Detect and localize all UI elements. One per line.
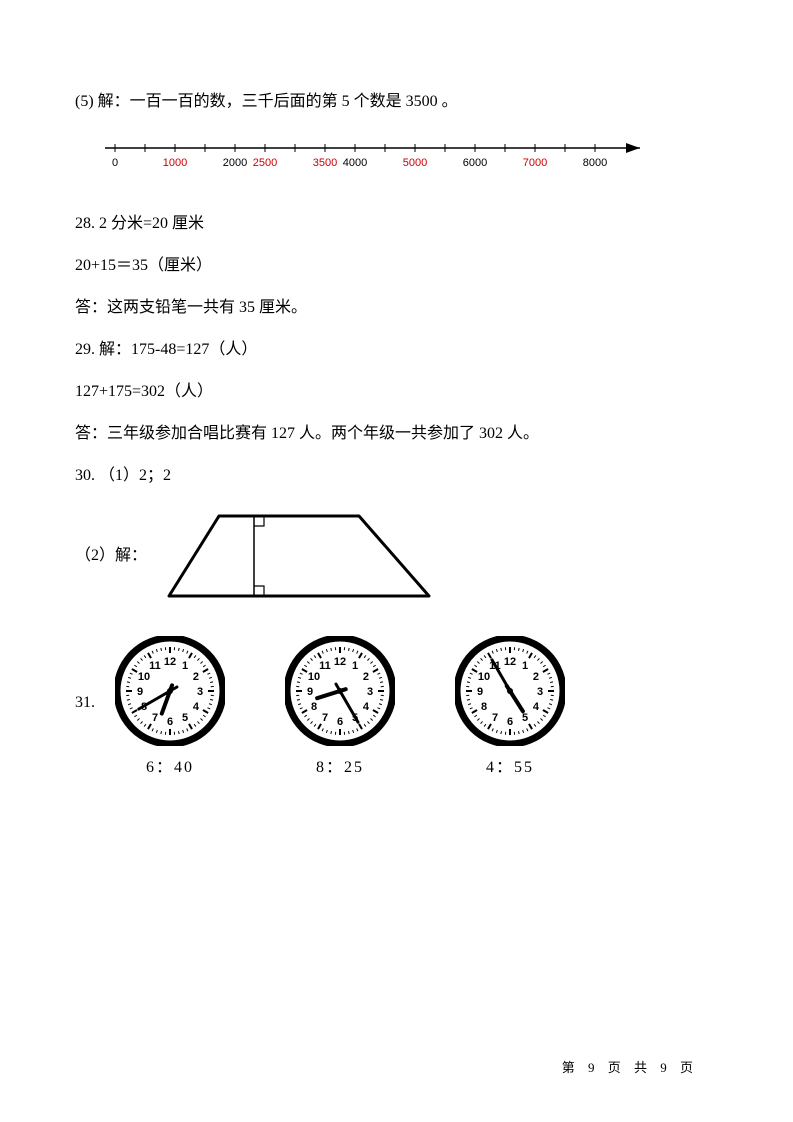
q5-text: (5) 解：一百一百的数，三千后面的第 5 个数是 3500 。 <box>75 90 718 114</box>
svg-text:7: 7 <box>492 712 498 724</box>
q29-line1: 29. 解：175-48=127（人） <box>75 338 718 362</box>
svg-text:7: 7 <box>152 712 158 724</box>
trapezoid-svg <box>159 506 439 606</box>
svg-text:4: 4 <box>193 701 200 713</box>
svg-text:1000: 1000 <box>163 157 187 169</box>
clock-face: 123456789101112 <box>455 636 565 746</box>
q30-part2-label: （2）解： <box>75 544 147 568</box>
svg-text:2000: 2000 <box>223 157 247 169</box>
svg-text:2: 2 <box>193 671 199 683</box>
svg-text:12: 12 <box>164 656 176 668</box>
svg-text:4000: 4000 <box>343 157 367 169</box>
q31-row: 31. 1234567891011126：401234567891011128：… <box>75 626 718 780</box>
svg-text:10: 10 <box>478 671 490 683</box>
svg-text:5: 5 <box>182 712 188 724</box>
svg-text:2: 2 <box>363 671 369 683</box>
q30-line1: 30. （1）2；2 <box>75 464 718 488</box>
svg-text:8: 8 <box>481 701 487 713</box>
q28-line2: 20+15＝35（厘米） <box>75 254 718 278</box>
clocks-row: 1234567891011126：401234567891011128：2512… <box>115 636 565 780</box>
svg-text:12: 12 <box>504 656 516 668</box>
svg-text:3: 3 <box>367 686 373 698</box>
clock-column: 1234567891011126：40 <box>115 636 225 780</box>
svg-text:2: 2 <box>533 671 539 683</box>
clock-label: 4：55 <box>486 756 534 780</box>
svg-text:5000: 5000 <box>403 157 427 169</box>
q28-line3: 答：这两支铅笔一共有 35 厘米。 <box>75 296 718 320</box>
clock-face: 123456789101112 <box>285 636 395 746</box>
clock-face: 123456789101112 <box>115 636 225 746</box>
q29-line3: 答：三年级参加合唱比赛有 127 人。两个年级一共参加了 302 人。 <box>75 422 718 446</box>
svg-text:1: 1 <box>182 660 188 672</box>
clock-column: 1234567891011124：55 <box>455 636 565 780</box>
svg-text:4: 4 <box>533 701 540 713</box>
svg-text:11: 11 <box>319 660 331 672</box>
svg-text:10: 10 <box>308 671 320 683</box>
svg-text:8000: 8000 <box>583 157 607 169</box>
number-line-svg: 0 1000 2000 2500 3500 4000 5000 6000 7000 8000 <box>95 132 655 182</box>
clock-column: 1234567891011128：25 <box>285 636 395 780</box>
svg-text:7000: 7000 <box>523 157 547 169</box>
number-line-container: 0 1000 2000 2500 3500 4000 5000 6000 7000 8000 <box>95 132 718 190</box>
svg-text:11: 11 <box>149 660 161 672</box>
svg-text:6000: 6000 <box>463 157 487 169</box>
q29-line2: 127+175=302（人） <box>75 380 718 404</box>
svg-text:8: 8 <box>311 701 317 713</box>
q31-number: 31. <box>75 691 95 715</box>
svg-text:0: 0 <box>112 157 118 169</box>
svg-text:7: 7 <box>322 712 328 724</box>
svg-text:9: 9 <box>137 686 143 698</box>
clock-label: 6：40 <box>146 756 194 780</box>
svg-text:6: 6 <box>167 716 173 728</box>
svg-text:3: 3 <box>197 686 203 698</box>
svg-text:1: 1 <box>522 660 528 672</box>
svg-text:12: 12 <box>334 656 346 668</box>
svg-text:6: 6 <box>507 716 513 728</box>
svg-text:9: 9 <box>477 686 483 698</box>
svg-text:3500: 3500 <box>313 157 337 169</box>
svg-text:10: 10 <box>138 671 150 683</box>
svg-text:1: 1 <box>352 660 358 672</box>
clock-label: 8：25 <box>316 756 364 780</box>
svg-text:2500: 2500 <box>253 157 277 169</box>
svg-text:4: 4 <box>363 701 370 713</box>
svg-text:3: 3 <box>537 686 543 698</box>
svg-text:5: 5 <box>522 712 528 724</box>
page-footer: 第 9 页 共 9 页 <box>562 1058 698 1078</box>
svg-text:9: 9 <box>307 686 313 698</box>
q30-part2-row: （2）解： <box>75 506 718 606</box>
q28-line1: 28. 2 分米=20 厘米 <box>75 212 718 236</box>
svg-text:6: 6 <box>337 716 343 728</box>
